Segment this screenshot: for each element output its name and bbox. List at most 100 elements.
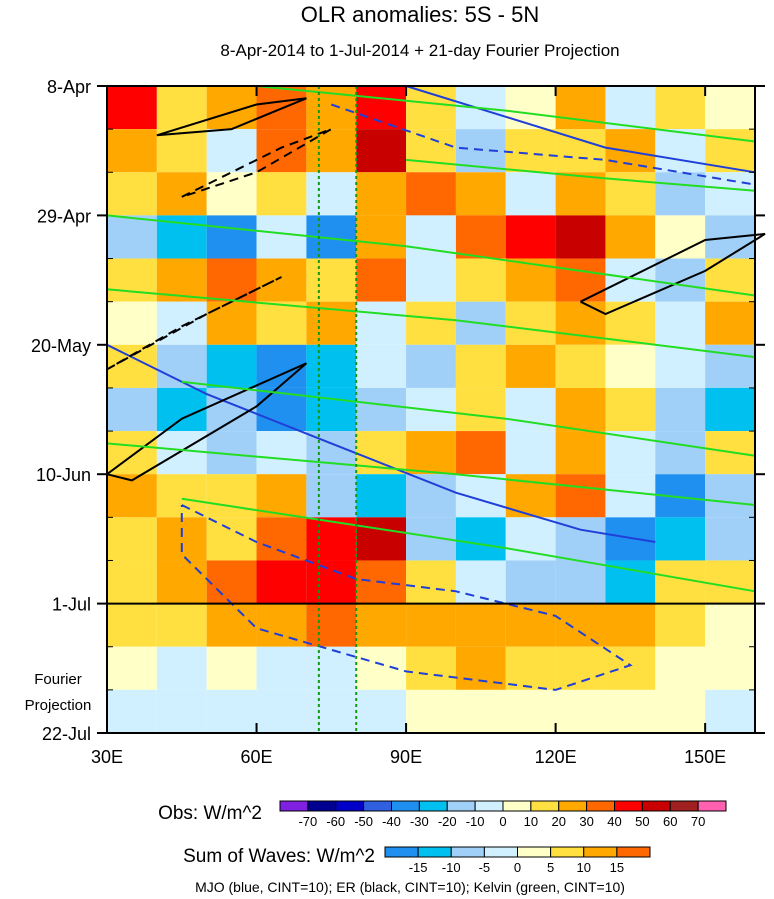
heatmap-cell: [356, 689, 407, 733]
plot-frame: [106, 85, 756, 734]
heatmap-cell: [505, 689, 556, 733]
heatmap-cell: [505, 129, 556, 173]
heatmap-cell: [107, 603, 157, 647]
heatmap-cell: [406, 258, 456, 302]
colorbar-swatch: [418, 800, 448, 812]
heatmap-cell: [306, 344, 357, 388]
heatmap-cell: [256, 301, 307, 345]
heatmap-cell: [406, 646, 456, 690]
heatmap-cell: [406, 560, 456, 604]
contour-er: [106, 362, 308, 482]
heatmap-cell: [455, 215, 506, 259]
heatmap-cell: [256, 689, 307, 733]
heatmap-cell: [156, 603, 207, 647]
heatmap-cell: [705, 86, 755, 130]
heatmap-cell: [206, 258, 257, 302]
colorbar-swatch: [530, 800, 560, 812]
colorbar-tick-label: 20: [552, 814, 566, 829]
heatmap-cell: [306, 172, 357, 216]
heatmap-cell: [505, 258, 556, 302]
heatmap-cell: [655, 129, 706, 173]
heatmap-cell: [505, 560, 556, 604]
heatmap-cell: [555, 689, 606, 733]
heatmap-cell: [256, 603, 307, 647]
colorbar-tick-label: 50: [635, 814, 649, 829]
heatmap-cell: [605, 387, 656, 432]
heatmap-cell: [705, 172, 755, 216]
heatmap-cell: [306, 560, 357, 604]
heatmap-cell: [356, 603, 407, 647]
heatmap-cell: [555, 258, 606, 302]
heatmap-cell: [555, 431, 606, 475]
heatmap-cell: [455, 689, 506, 733]
heatmap-cell: [107, 215, 157, 259]
heatmap-cell: [705, 689, 755, 733]
x-tick-label: 60E: [241, 747, 273, 767]
heatmap-cell: [455, 172, 506, 216]
heatmap-cell: [555, 646, 606, 690]
heatmap-cell: [605, 646, 656, 690]
contour-er: [181, 128, 332, 198]
heatmap-cell: [206, 646, 257, 690]
colorbar-tick-label: 5: [547, 860, 554, 875]
heatmap-cell: [256, 172, 307, 216]
contour-kelvin: [256, 85, 756, 143]
heatmap-cell: [555, 172, 606, 216]
colorbar-swatch: [483, 846, 518, 858]
heatmap-cell: [256, 517, 307, 561]
colorbar-tick-label: -15: [409, 860, 428, 875]
colorbar-tick-label: 0: [514, 860, 521, 875]
heatmap-cell: [107, 646, 157, 690]
heatmap-cell: [505, 86, 556, 130]
contour-kelvin: [406, 158, 756, 192]
heatmap-cell: [505, 344, 556, 388]
heatmap-cell: [156, 129, 207, 173]
contour-mjo: [405, 85, 756, 174]
heatmap-cell: [256, 129, 307, 173]
heatmap-cell: [156, 560, 207, 604]
waves-colorbar: -15 -10 -5 0 5 10 15: [384, 846, 651, 875]
colorbar-tick-label: -40: [382, 814, 401, 829]
colorbar-tick-label: -30: [410, 814, 429, 829]
y-tick-label: 20-May: [31, 336, 91, 356]
heatmap-cell: [107, 517, 157, 561]
heatmap-cell: [206, 215, 257, 259]
heatmap-cell: [505, 517, 556, 561]
y-tick-label: 1-Jul: [52, 595, 91, 615]
heatmap-cell: [505, 215, 556, 259]
projection-label-line1: Fourier: [34, 671, 82, 688]
heatmap-cell: [505, 301, 556, 345]
heatmap-cell: [705, 517, 755, 561]
heatmap-cell: [256, 215, 307, 259]
colorbar-swatch: [384, 846, 419, 858]
heatmap-cell: [605, 301, 656, 345]
y-tick-label: 8-Apr: [47, 77, 91, 97]
heatmap-cell: [555, 603, 606, 647]
heatmap-cell: [406, 172, 456, 216]
colorbar-tick-label: -20: [438, 814, 457, 829]
colorbar-tick-label: 0: [499, 814, 506, 829]
colorbar-tick-label: -70: [298, 814, 317, 829]
heatmap-cell: [256, 560, 307, 604]
heatmap-cell: [306, 474, 357, 518]
heatmap-cell: [356, 646, 407, 690]
heatmap-cell: [655, 603, 706, 647]
heatmap-cell: [256, 431, 307, 475]
heatmap-cell: [306, 431, 357, 475]
heatmap-cell: [455, 517, 506, 561]
heatmap-cell: [206, 517, 257, 561]
colorbar-swatch: [417, 846, 452, 858]
obs-colorbar: -70 -60 -50 -40 -30 -20 -10 0 10 20 30 40 50 60 70: [279, 800, 727, 829]
heatmap-cell: [356, 215, 407, 259]
contour-kelvin: [106, 214, 756, 297]
heatmap-cell: [156, 172, 207, 216]
colorbar-tick-label: -10: [466, 814, 485, 829]
heatmap-cell: [356, 258, 407, 302]
heatmap-cell: [655, 344, 706, 388]
x-tick-label: 90E: [390, 747, 422, 767]
heatmap-cell: [206, 560, 257, 604]
heatmap-cell: [107, 387, 157, 432]
contour-kelvin: [106, 442, 756, 506]
heatmap-cell: [206, 172, 257, 216]
